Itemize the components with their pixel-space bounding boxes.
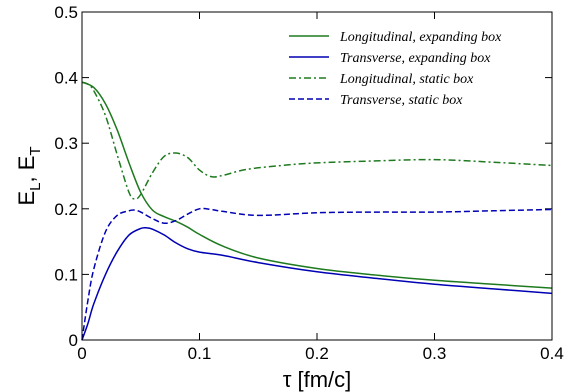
legend-label: Transverse, static box: [340, 93, 463, 108]
y-tick-label: 0.2: [54, 200, 78, 219]
y-tick-label: 0.4: [54, 69, 78, 88]
y-axis-label-sep: , E: [14, 156, 39, 183]
series-layer: [81, 81, 553, 341]
legend-label: Transverse, expanding box: [340, 51, 491, 66]
y-axis-label: EL, ET: [14, 146, 44, 205]
legend-label: Longitudinal, expanding box: [339, 30, 502, 45]
y-tick-label: 0: [69, 331, 78, 350]
legend: Longitudinal, expanding box Transverse, e…: [289, 30, 502, 108]
y-tick-label: 0.1: [54, 265, 78, 284]
ticks-layer: 0 0.1 0.2 0.3 0.4 0 0.1 0.2 0.3 0.4 0.5: [54, 3, 563, 363]
x-tick-label: 0.4: [540, 344, 564, 363]
y-axis-label-main: E: [14, 191, 39, 206]
series-line-longitudinal-expanding-box: [81, 81, 553, 289]
y-tick-label: 0.5: [54, 3, 78, 22]
y-axis-label-sub-l: L: [27, 183, 44, 191]
x-tick-label: 0.1: [188, 344, 212, 363]
x-tick-label: 0.3: [423, 344, 447, 363]
series-line-longitudinal-static-box: [81, 81, 553, 200]
x-tick-label: 0: [77, 344, 86, 363]
legend-label: Longitudinal, static box: [339, 72, 474, 87]
y-axis-label-sub-t: T: [27, 146, 44, 155]
series-line-transverse-static-box: [81, 207, 553, 341]
y-tick-label: 0.3: [54, 134, 78, 153]
plot-area-frame: [81, 11, 553, 341]
x-axis-label: τ [fm/c]: [283, 367, 352, 392]
series-line-transverse-expanding-box: [81, 226, 553, 341]
x-tick-label: 0.2: [305, 344, 329, 363]
